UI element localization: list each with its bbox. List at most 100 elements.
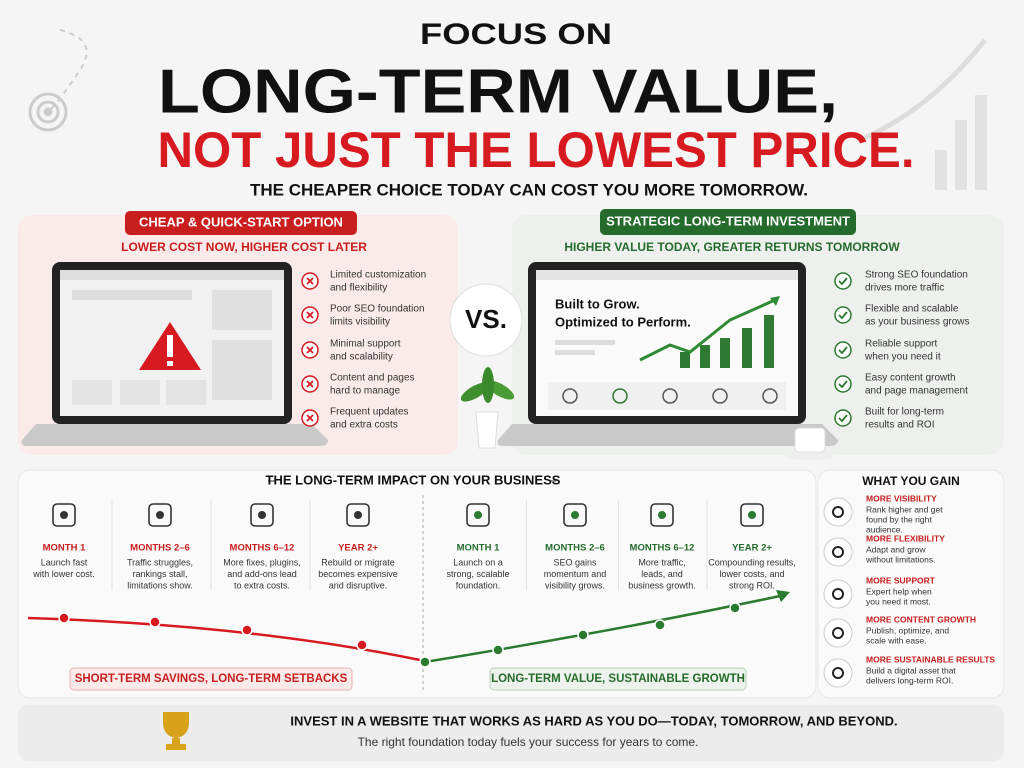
item-text: Poor SEO foundation	[330, 304, 425, 315]
stage-text: Rebuild or migrate	[321, 557, 395, 567]
screen-icon	[562, 388, 578, 404]
icon-glyph	[306, 311, 314, 319]
stage-text: foundation.	[456, 580, 501, 590]
footer-headline: INVEST IN A WEBSITE THAT WORKS AS HARD A…	[290, 713, 897, 728]
stage-icon	[740, 503, 764, 527]
stage-icon-dot	[571, 511, 579, 519]
icon-glyph	[306, 414, 314, 422]
item-text: Flexible and scalable	[865, 304, 959, 315]
stage-text: to extra costs.	[234, 580, 290, 590]
gain-icon	[823, 618, 853, 648]
icon-glyph	[838, 346, 848, 355]
impact-title: THE LONG-TERM IMPACT ON YOUR BUSINESS	[266, 472, 561, 487]
check-icon	[834, 341, 852, 359]
gains-title: WHAT YOU GAIN	[862, 474, 960, 488]
trend-dot	[577, 629, 589, 641]
stage-period: MONTH 1	[43, 543, 86, 554]
gain-title: MORE CONTENT GROWTH	[866, 614, 976, 624]
gain-text: found by the right	[866, 514, 932, 524]
stage-icon-dot	[354, 511, 362, 519]
headline-accent: NOT JUST THE LOWEST PRICE.	[158, 122, 915, 178]
stage-text: with lower cost.	[32, 569, 95, 579]
item-text: Strong SEO foundation	[865, 270, 968, 281]
footer-note: The right foundation today fuels your su…	[358, 735, 699, 749]
item-text: Minimal support	[330, 339, 401, 350]
icon-glyph	[306, 380, 314, 388]
item-text: drives more traffic	[865, 283, 944, 294]
stage-period: MONTHS 2–6	[130, 543, 190, 554]
icon-glyph	[838, 277, 848, 286]
decor-growth	[859, 38, 987, 190]
gain-text: audience.	[866, 524, 903, 534]
stage-text: strong ROI.	[729, 580, 775, 590]
gain-text: delivers long-term ROI.	[866, 675, 953, 685]
item-text: when you need it	[864, 352, 941, 363]
trend-dot	[729, 602, 741, 614]
stage-period: YEAR 2+	[732, 543, 772, 554]
stage-period: MONTH 1	[457, 543, 500, 554]
item-text: and page management	[865, 386, 968, 397]
kicker: FOCUS ON	[420, 18, 612, 51]
gain-text: Adapt and grow	[866, 544, 926, 554]
stage-period: MONTHS 6–12	[230, 543, 295, 554]
stage-text: visibility grows.	[545, 580, 605, 590]
item-text: and scalability	[330, 352, 393, 363]
trend-dot	[492, 644, 504, 656]
stage-icon	[346, 503, 370, 527]
impact-panel	[17, 469, 817, 699]
stage-text: Compounding results,	[708, 557, 796, 567]
item-text: Frequent updates	[330, 407, 408, 418]
gain-icon	[823, 537, 853, 567]
screen-icon	[712, 388, 728, 404]
cheap-trend	[27, 616, 421, 662]
strategic-laptop	[497, 262, 838, 446]
stage-text: business growth.	[628, 580, 696, 590]
trend-dot	[241, 624, 253, 636]
cheap-badge	[125, 211, 357, 235]
long-label: LONG-TERM VALUE, SUSTAINABLE GROWTH	[491, 673, 745, 685]
footer-panel	[18, 705, 1004, 761]
stage-icon-dot	[474, 511, 482, 519]
trend-dot	[149, 616, 161, 628]
cheap-badge-text: CHEAP & QUICK-START OPTION	[139, 214, 343, 229]
strategic-badge	[600, 209, 856, 235]
trend-arrow	[776, 590, 790, 602]
check-icon	[834, 375, 852, 393]
stage-icon	[52, 503, 76, 527]
stage-icon	[466, 503, 490, 527]
item-text: Built for long-term	[865, 407, 944, 418]
gain-text: Publish, optimize, and	[866, 625, 949, 635]
gain-title: MORE VISIBILITY	[866, 493, 937, 503]
stage-text: becomes expensive	[318, 569, 398, 579]
stage-text: More traffic,	[638, 557, 685, 567]
cheap-laptop	[21, 262, 328, 446]
vs-circle	[449, 283, 523, 357]
stage-icon-dot	[748, 511, 756, 519]
gain-text: Rank higher and get	[866, 504, 943, 514]
stage-icon	[650, 503, 674, 527]
check-icon	[834, 306, 852, 324]
gains-panel	[817, 469, 1005, 699]
gain-title: MORE SUSTAINABLE RESULTS	[866, 654, 995, 664]
icon-glyph	[838, 414, 848, 423]
stage-text: Traffic struggles,	[127, 557, 193, 567]
short-label: SHORT-TERM SAVINGS, LONG-TERM SETBACKS	[75, 673, 348, 685]
stage-text: rankings stall,	[132, 569, 187, 579]
item-text: limits visibility	[330, 317, 390, 328]
item-text: and flexibility	[330, 283, 387, 294]
coffee-cup	[786, 427, 834, 460]
stage-icon	[148, 503, 172, 527]
plant	[460, 367, 515, 449]
cheap-tagline: LOWER COST NOW, HIGHER COST LATER	[121, 240, 367, 254]
check-icon	[834, 272, 852, 290]
check-icon	[834, 409, 852, 427]
stage-icon	[250, 503, 274, 527]
item-text: Content and pages	[330, 373, 415, 384]
long-label-box	[489, 667, 747, 691]
short-label-box	[69, 667, 353, 691]
stage-text: leads, and	[641, 569, 683, 579]
stage-icon-dot	[60, 511, 68, 519]
strategic-tagline: HIGHER VALUE TODAY, GREATER RETURNS TOMO…	[564, 240, 900, 254]
headline: LONG-TERM VALUE,	[158, 57, 838, 126]
